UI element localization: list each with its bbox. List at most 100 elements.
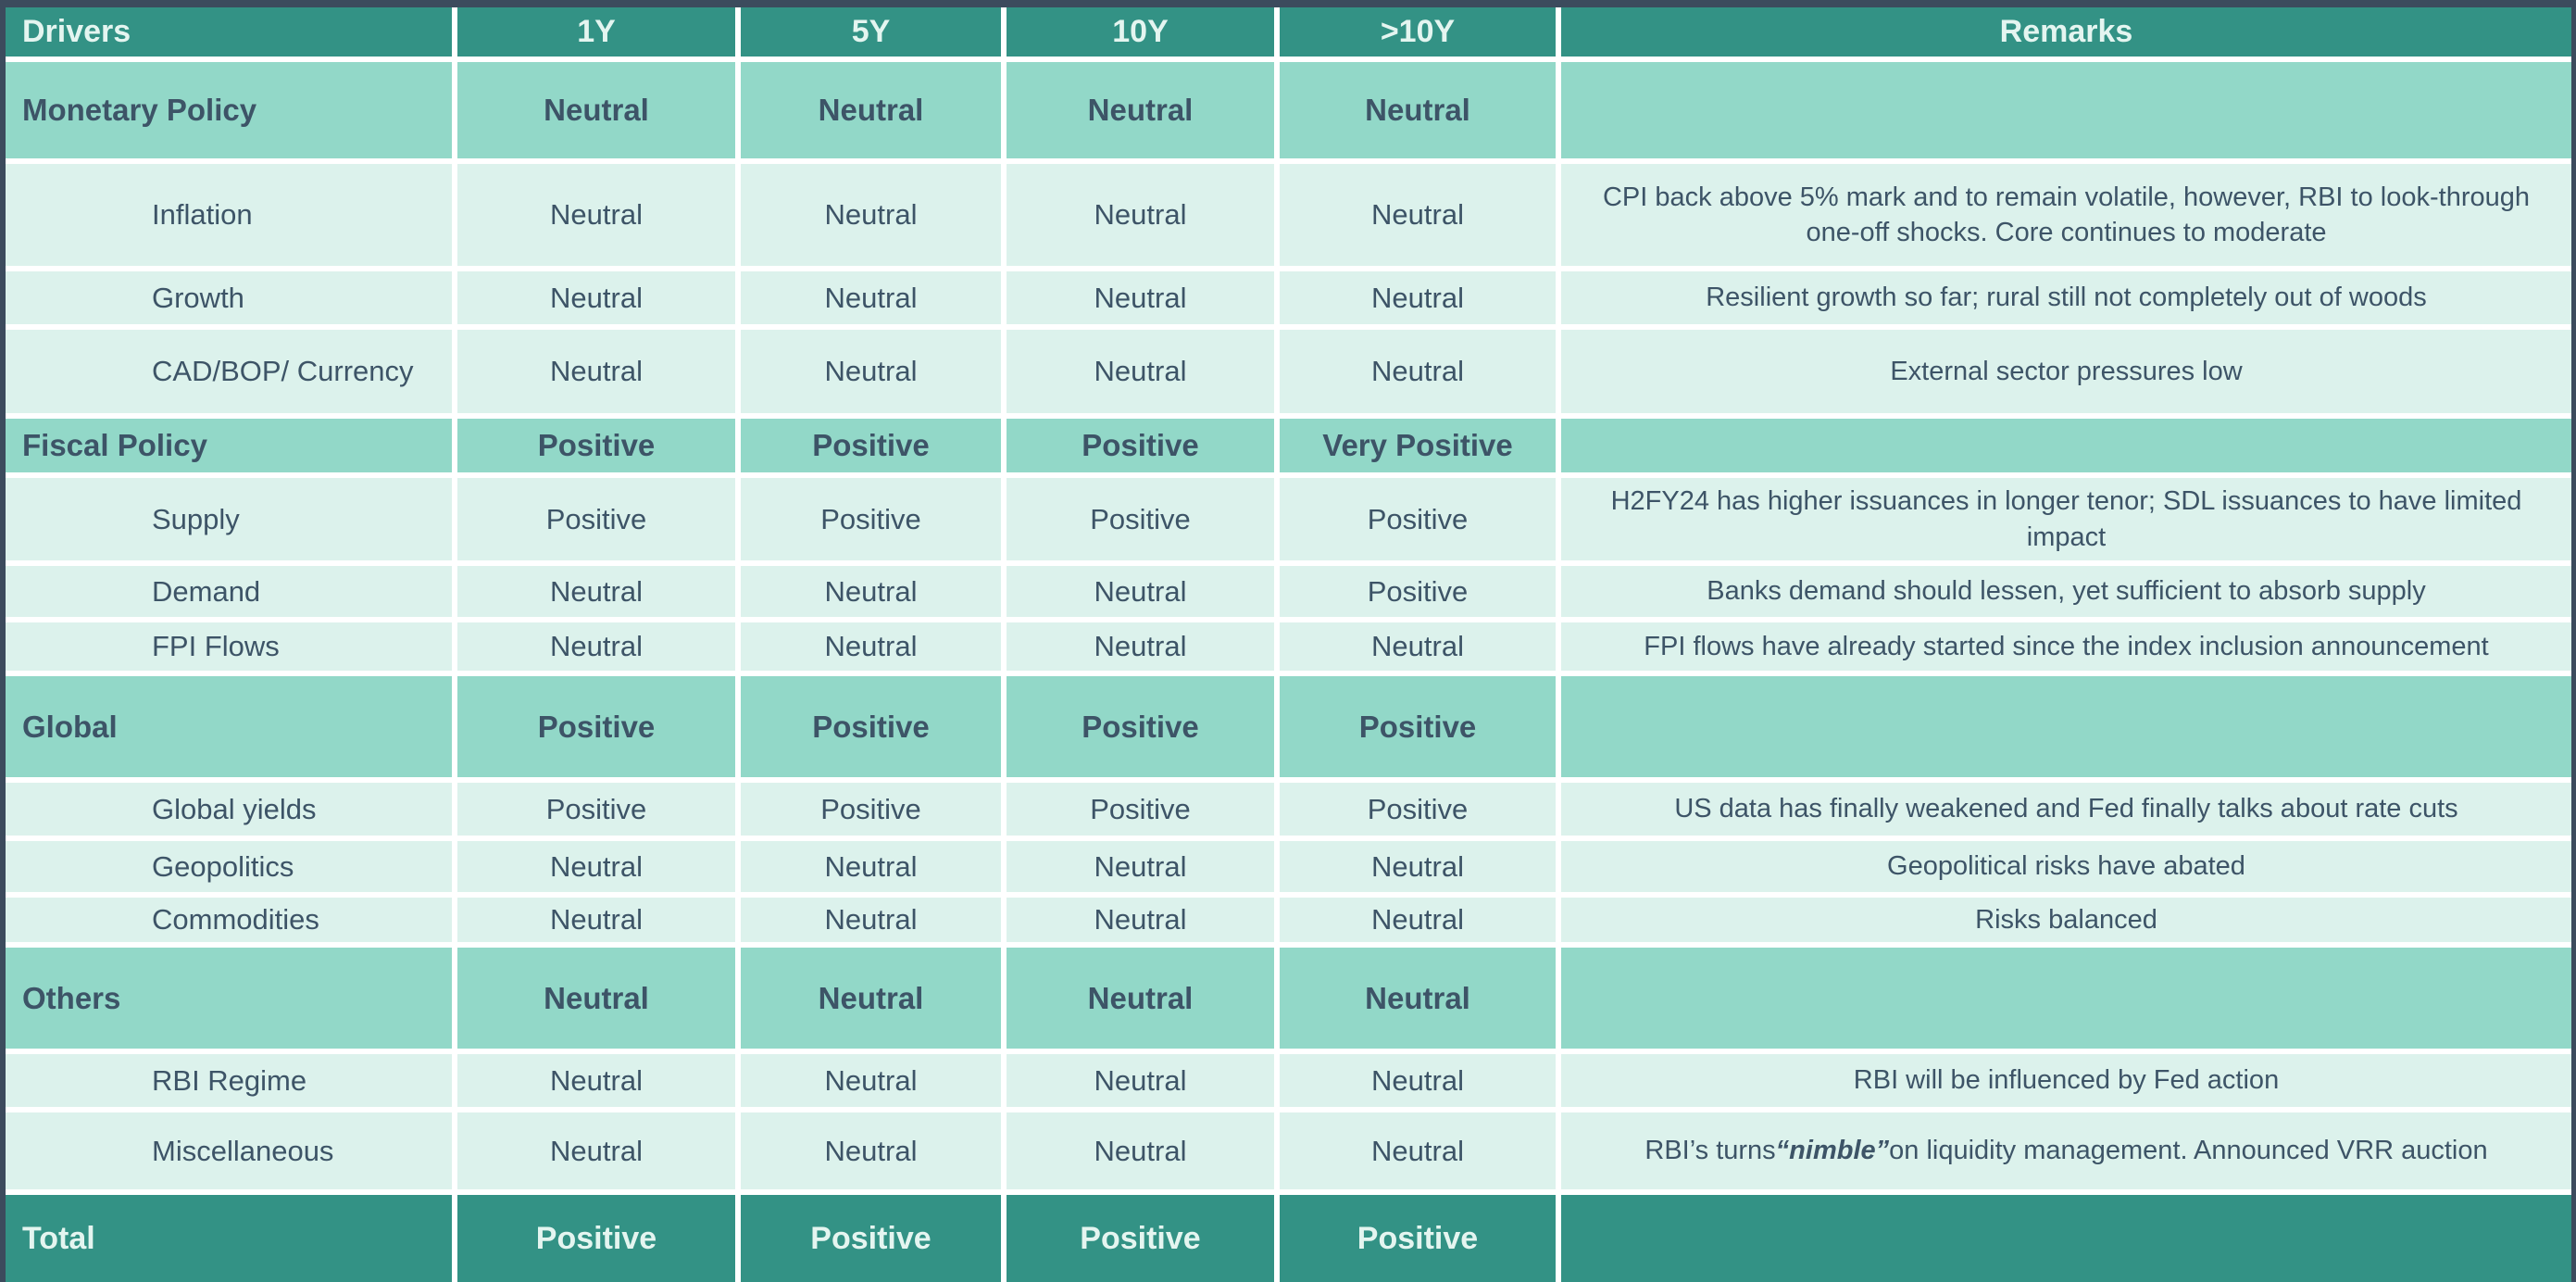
rating-1y: Neutral: [457, 62, 735, 158]
rating-1y: Positive: [457, 783, 735, 836]
header-row: Drivers 1Y 5Y 10Y >10Y Remarks: [6, 7, 2571, 57]
driver-label: Others: [6, 948, 452, 1049]
remark-text: US data has finally weakened and Fed fin…: [1561, 783, 2571, 836]
driver-label: Global: [6, 676, 452, 777]
driver-label: Geopolitics: [6, 841, 452, 892]
rating-5y: Neutral: [741, 566, 1001, 617]
remark-text: RBI will be influenced by Fed action: [1561, 1054, 2571, 1107]
rating-1y: Neutral: [457, 841, 735, 892]
rating-1y: Neutral: [457, 948, 735, 1049]
remark-text: FPI flows have already started since the…: [1561, 622, 2571, 671]
remark-cell: [1561, 1195, 2571, 1282]
rating-10y: Neutral: [1007, 898, 1274, 942]
rating-gt10y: Neutral: [1280, 1054, 1556, 1107]
row-fiscal-policy: Fiscal Policy Positive Positive Positive…: [6, 419, 2571, 472]
rating-gt10y: Neutral: [1280, 62, 1556, 158]
rating-gt10y: Positive: [1280, 676, 1556, 777]
rating-10y: Neutral: [1007, 622, 1274, 671]
remark-text: RBI’s turns “nimble” on liquidity manage…: [1561, 1112, 2571, 1189]
row-total: Total Positive Positive Positive Positiv…: [6, 1195, 2571, 1282]
header-1y: 1Y: [457, 7, 735, 57]
remark-text: Geopolitical risks have abated: [1561, 841, 2571, 892]
row-inflation: Inflation Neutral Neutral Neutral Neutra…: [6, 164, 2571, 266]
rating-gt10y: Positive: [1280, 783, 1556, 836]
rating-1y: Neutral: [457, 1054, 735, 1107]
remark-cell: [1561, 419, 2571, 472]
row-rbi-regime: RBI Regime Neutral Neutral Neutral Neutr…: [6, 1054, 2571, 1107]
rating-gt10y: Neutral: [1280, 330, 1556, 413]
row-commodities: Commodities Neutral Neutral Neutral Neut…: [6, 898, 2571, 942]
rating-10y: Neutral: [1007, 1054, 1274, 1107]
rating-10y: Positive: [1007, 676, 1274, 777]
remark-text: CPI back above 5% mark and to remain vol…: [1561, 164, 2571, 266]
rating-5y: Neutral: [741, 841, 1001, 892]
rating-gt10y: Neutral: [1280, 841, 1556, 892]
rating-1y: Neutral: [457, 898, 735, 942]
driver-label: Commodities: [6, 898, 452, 942]
rating-5y: Neutral: [741, 948, 1001, 1049]
rating-1y: Positive: [457, 419, 735, 472]
driver-label: Inflation: [6, 164, 452, 266]
row-global-yields: Global yields Positive Positive Positive…: [6, 783, 2571, 836]
rating-5y: Positive: [741, 676, 1001, 777]
row-growth: Growth Neutral Neutral Neutral Neutral R…: [6, 271, 2571, 324]
driver-label: Global yields: [6, 783, 452, 836]
rating-10y: Neutral: [1007, 62, 1274, 158]
rating-5y: Positive: [741, 783, 1001, 836]
rating-10y: Neutral: [1007, 948, 1274, 1049]
rating-gt10y: Positive: [1280, 478, 1556, 560]
rating-10y: Neutral: [1007, 164, 1274, 266]
rating-1y: Positive: [457, 676, 735, 777]
rating-10y: Neutral: [1007, 330, 1274, 413]
row-supply: Supply Positive Positive Positive Positi…: [6, 478, 2571, 560]
rating-gt10y: Neutral: [1280, 948, 1556, 1049]
driver-label: Growth: [6, 271, 452, 324]
header-10y: 10Y: [1007, 7, 1274, 57]
rating-5y: Neutral: [741, 164, 1001, 266]
row-fpi-flows: FPI Flows Neutral Neutral Neutral Neutra…: [6, 622, 2571, 671]
header-5y: 5Y: [741, 7, 1001, 57]
rating-5y: Neutral: [741, 898, 1001, 942]
driver-label: RBI Regime: [6, 1054, 452, 1107]
driver-label: Total: [6, 1195, 452, 1282]
rating-5y: Neutral: [741, 622, 1001, 671]
rating-10y: Positive: [1007, 419, 1274, 472]
remark-cell: [1561, 62, 2571, 158]
row-geopolitics: Geopolitics Neutral Neutral Neutral Neut…: [6, 841, 2571, 892]
rating-10y: Neutral: [1007, 566, 1274, 617]
rating-10y: Neutral: [1007, 841, 1274, 892]
rating-5y: Positive: [741, 1195, 1001, 1282]
row-demand: Demand Neutral Neutral Neutral Positive …: [6, 566, 2571, 617]
rating-1y: Positive: [457, 478, 735, 560]
header-gt10y: >10Y: [1280, 7, 1556, 57]
remark-text: Resilient growth so far; rural still not…: [1561, 271, 2571, 324]
rating-5y: Neutral: [741, 1054, 1001, 1107]
rating-5y: Neutral: [741, 1112, 1001, 1189]
rating-5y: Positive: [741, 478, 1001, 560]
rating-gt10y: Very Positive: [1280, 419, 1556, 472]
row-cad-bop-currency: CAD/BOP/ Currency Neutral Neutral Neutra…: [6, 330, 2571, 413]
rating-gt10y: Neutral: [1280, 622, 1556, 671]
rating-10y: Positive: [1007, 783, 1274, 836]
row-miscellaneous: Miscellaneous Neutral Neutral Neutral Ne…: [6, 1112, 2571, 1189]
remark-text: External sector pressures low: [1561, 330, 2571, 413]
rating-gt10y: Positive: [1280, 1195, 1556, 1282]
driver-label: CAD/BOP/ Currency: [6, 330, 452, 413]
remark-text: Risks balanced: [1561, 898, 2571, 942]
remark-cell: [1561, 676, 2571, 777]
rating-1y: Neutral: [457, 622, 735, 671]
rating-5y: Neutral: [741, 330, 1001, 413]
remark-text: H2FY24 has higher issuances in longer te…: [1561, 478, 2571, 560]
remark-text: Banks demand should lessen, yet sufficie…: [1561, 566, 2571, 617]
row-global: Global Positive Positive Positive Positi…: [6, 676, 2571, 777]
rating-1y: Neutral: [457, 566, 735, 617]
driver-label: Miscellaneous: [6, 1112, 452, 1189]
rating-gt10y: Neutral: [1280, 898, 1556, 942]
rating-gt10y: Positive: [1280, 566, 1556, 617]
rating-10y: Neutral: [1007, 1112, 1274, 1189]
header-remarks: Remarks: [1561, 7, 2571, 57]
row-others: Others Neutral Neutral Neutral Neutral: [6, 948, 2571, 1049]
rating-10y: Positive: [1007, 478, 1274, 560]
rating-1y: Neutral: [457, 164, 735, 266]
rating-1y: Neutral: [457, 330, 735, 413]
